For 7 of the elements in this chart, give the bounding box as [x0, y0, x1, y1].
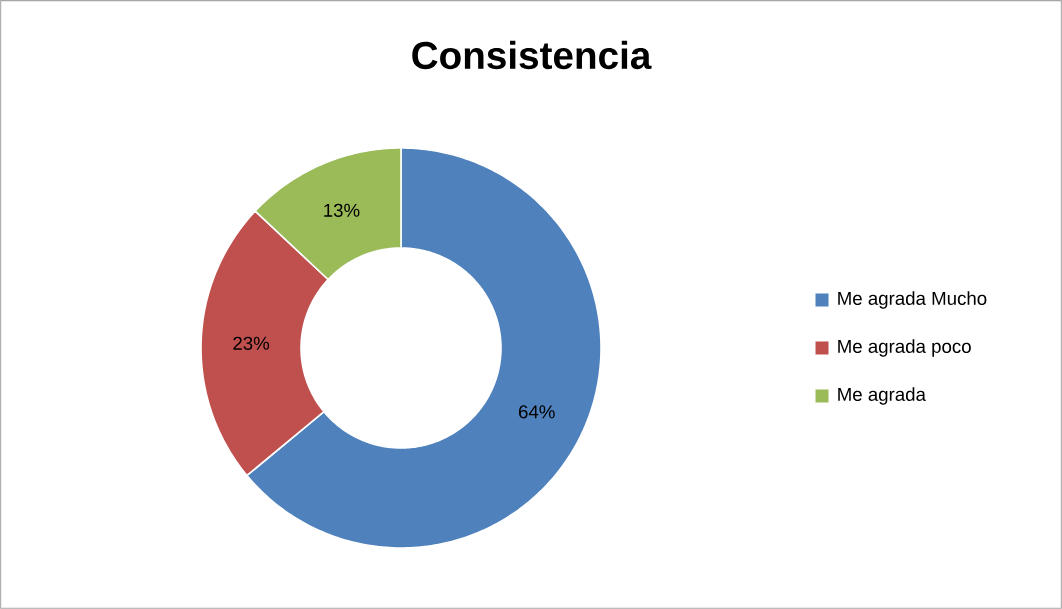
data-label: 23%: [233, 336, 270, 350]
legend-label: Me agrada: [838, 387, 926, 405]
data-label: 64%: [518, 405, 555, 419]
data-label: 13%: [324, 203, 360, 217]
chart-title: Consistencia: [412, 40, 652, 70]
legend-label: Me agrada Mucho: [838, 291, 987, 309]
legend-label: Me agrada poco: [838, 339, 971, 357]
